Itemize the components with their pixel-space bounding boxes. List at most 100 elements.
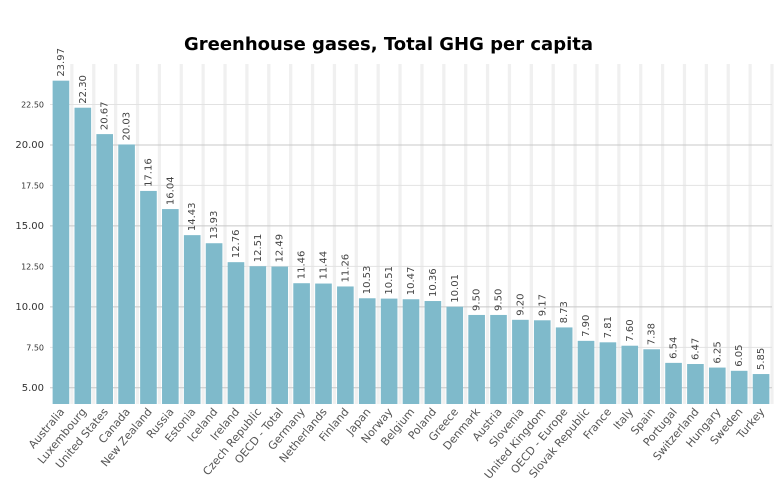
y-tick-label: 22.50 [21, 100, 44, 109]
data-label: 6.05 [734, 345, 745, 367]
y-tick-label: 17.50 [21, 181, 44, 190]
bar [446, 306, 464, 404]
y-tick-label: 12.50 [21, 262, 44, 271]
data-label: 10.51 [384, 266, 395, 295]
background-band [223, 64, 227, 404]
bar [205, 243, 223, 404]
background-band [179, 64, 183, 404]
y-tick-label: 10.00 [15, 302, 44, 313]
data-label: 9.20 [515, 294, 526, 316]
bar [730, 370, 748, 404]
bar [708, 367, 726, 404]
data-label: 9.17 [537, 294, 548, 316]
data-label: 10.36 [428, 268, 439, 297]
background-band [770, 64, 774, 404]
background-band [398, 64, 402, 404]
bar [271, 266, 289, 404]
bar [96, 134, 114, 404]
data-label: 6.47 [690, 338, 701, 360]
data-label: 20.03 [122, 112, 133, 141]
data-label: 5.85 [756, 348, 767, 370]
bar [424, 301, 442, 404]
bar [665, 362, 682, 404]
data-label: 22.30 [78, 75, 89, 104]
y-tick-label: 7.50 [26, 343, 44, 352]
bar [140, 190, 157, 404]
data-label: 7.60 [625, 319, 636, 341]
background-band [726, 64, 730, 404]
data-label: 20.67 [100, 101, 111, 130]
chart-title: Greenhouse gases, Total GHG per capita [183, 34, 594, 55]
data-label: 10.01 [450, 274, 461, 303]
data-label: 11.44 [318, 251, 329, 280]
bar [293, 283, 310, 404]
background-band [376, 64, 380, 404]
background-band [157, 64, 162, 404]
background-band [551, 64, 555, 404]
background-band [420, 64, 424, 404]
data-label: 9.50 [494, 289, 505, 311]
bar [687, 364, 704, 404]
background-band [748, 64, 752, 404]
bar [74, 107, 92, 404]
background-band [485, 64, 490, 404]
bar [599, 342, 617, 404]
data-label: 17.16 [143, 158, 154, 187]
data-label: 13.93 [209, 211, 220, 240]
background-band [245, 64, 249, 404]
data-label: 8.73 [559, 301, 570, 323]
bar [468, 314, 485, 404]
background-band [92, 64, 96, 404]
background-band [660, 64, 665, 404]
background-band [354, 64, 358, 404]
background-band [310, 64, 315, 404]
background-band [595, 64, 599, 404]
bar [621, 345, 639, 404]
background-band [70, 64, 74, 404]
bar [643, 349, 660, 404]
y-tick-label: 15.00 [15, 221, 44, 232]
bar [315, 283, 332, 404]
bar [52, 80, 70, 404]
background-band [332, 64, 337, 404]
data-label: 16.04 [165, 176, 176, 205]
background-band [617, 64, 621, 404]
background-band [573, 64, 577, 404]
data-label: 11.26 [340, 254, 351, 283]
data-label: 7.81 [603, 316, 614, 338]
background-band [507, 64, 512, 404]
background-band [464, 64, 468, 404]
y-tick-label: 20.00 [15, 140, 44, 151]
bar [227, 262, 245, 404]
data-label: 6.25 [712, 341, 723, 363]
bar [118, 144, 135, 404]
background-band [682, 64, 687, 404]
background-band [639, 64, 643, 404]
background-band [529, 64, 533, 404]
data-label: 10.47 [406, 267, 417, 296]
background-band [267, 64, 271, 404]
bar [752, 374, 770, 404]
background-band [442, 64, 446, 404]
bar [402, 299, 420, 404]
background-band [114, 64, 118, 404]
data-label: 6.54 [669, 337, 680, 359]
bar [555, 327, 573, 404]
data-label: 12.49 [275, 234, 286, 263]
bar [490, 314, 507, 404]
data-label: 12.76 [231, 230, 242, 259]
bar [380, 298, 398, 404]
data-label: 14.43 [187, 202, 198, 231]
data-label: 7.38 [647, 323, 658, 345]
data-label: 23.97 [56, 48, 67, 77]
bar [358, 298, 376, 404]
background-band [704, 64, 708, 404]
data-label: 7.90 [581, 315, 592, 337]
bar [337, 286, 354, 404]
y-tick-label: 5.00 [22, 383, 44, 394]
bar [183, 235, 201, 404]
background-band [201, 64, 205, 404]
background-band [289, 64, 293, 404]
data-label: 10.53 [362, 266, 373, 295]
